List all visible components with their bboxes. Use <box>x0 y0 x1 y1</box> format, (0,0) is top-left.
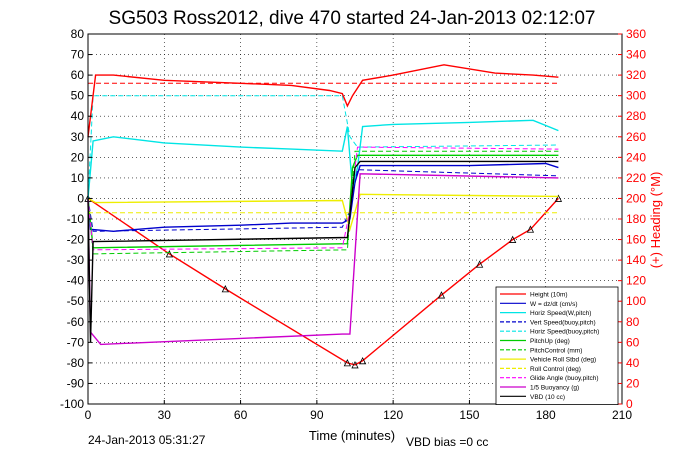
y-tick-label: -70 <box>67 335 85 349</box>
x-tick-label: 60 <box>234 408 248 422</box>
series-line-2 <box>87 119 559 199</box>
legend-entry: Vehicle Roll Stbd (deg) <box>530 357 596 364</box>
height-point-marker <box>475 260 484 268</box>
right-y-tick-label: 120 <box>626 274 646 288</box>
height-point-marker <box>165 250 174 258</box>
y-tick-label: -20 <box>67 233 85 247</box>
y-tick-label: -50 <box>67 294 85 308</box>
x-tick-label: 180 <box>536 408 556 422</box>
y-tick-label: -100 <box>60 397 84 411</box>
x-tick-label: 90 <box>310 408 324 422</box>
chart-title: SG503 Ross2012, dive 470 started 24-Jan-… <box>109 8 596 29</box>
right-y-tick-label: 340 <box>626 48 646 62</box>
legend-entry: Horiz Speed(W,pitch) <box>530 310 591 317</box>
height-point-marker <box>343 358 352 367</box>
series-line-1 <box>87 162 559 233</box>
right-y-tick-label: 100 <box>626 294 646 308</box>
legend-entry: Roll Control (deg) <box>530 366 581 373</box>
right-y-tick-label: 140 <box>626 253 646 267</box>
legend-entry: Height (10m) <box>530 292 568 299</box>
height-point-marker <box>437 291 446 299</box>
right-y-tick-label: 160 <box>626 233 646 247</box>
right-y-tick-label: 60 <box>626 335 640 349</box>
right-y-tick-label: 20 <box>626 376 640 390</box>
series-line-6 <box>87 150 559 255</box>
x-tick-label: 120 <box>383 408 403 422</box>
legend-entry: Glide Angle (buoy,pitch) <box>530 375 599 382</box>
legend-box <box>495 286 619 405</box>
height-point-marker <box>509 235 517 243</box>
legend-entry: PitchControl (mm) <box>530 347 582 354</box>
x-tick-label: 0 <box>85 408 92 422</box>
x-tick-label: 150 <box>459 408 479 422</box>
height-point-marker <box>526 225 535 233</box>
right-y-tick-label: 360 <box>626 27 646 41</box>
series-line-4 <box>87 95 559 199</box>
y-tick-label: -90 <box>67 376 85 390</box>
ticks: 0 30 60 90 120 150 180 210-100-90-80-70-60-50-4… <box>60 27 646 422</box>
y-tick-label: 70 <box>71 48 85 62</box>
series-line-3 <box>87 169 559 232</box>
y-tick-label: 50 <box>71 89 85 103</box>
footer-vbd-bias: VBD bias =0 cc <box>406 435 488 449</box>
y-tick-label: 40 <box>71 109 85 123</box>
y-tick-label: 60 <box>71 68 85 82</box>
x-tick-label: 210 <box>612 408 632 422</box>
right-y-tick-label: 200 <box>626 191 646 205</box>
x-axis-label: Time (minutes) <box>309 428 395 443</box>
y-tick-label: 0 <box>77 191 84 205</box>
right-axis-label: (+) Heading (°M) <box>648 172 663 269</box>
footer-timestamp: 24-Jan-2013 05:31:27 <box>88 433 206 447</box>
series-line-0 <box>87 197 559 366</box>
right-y-tick-label: 220 <box>626 171 646 185</box>
y-tick-label: 30 <box>71 130 85 144</box>
y-tick-label: -40 <box>67 274 85 288</box>
series-line-9 <box>87 146 559 251</box>
height-point-marker <box>221 284 229 293</box>
y-tick-label: -30 <box>67 253 85 267</box>
series-line-7 <box>87 193 559 232</box>
legend-entry: Vert Speed(buoy,pitch) <box>530 319 596 326</box>
y-tick-label: -60 <box>67 315 85 329</box>
y-tick-label: 80 <box>71 27 85 41</box>
legend-entry: Horiz Speed(buoy,pitch) <box>530 329 599 336</box>
right-y-tick-label: 320 <box>626 68 646 82</box>
right-y-tick-label: 80 <box>626 315 640 329</box>
right-y-tick-label: 0 <box>626 397 633 411</box>
right-y-tick-label: 240 <box>626 150 646 164</box>
y-tick-label: -80 <box>67 356 85 370</box>
right-y-tick-label: 300 <box>626 89 646 103</box>
legend-entry: VBD (10 cc) <box>530 394 565 401</box>
height-point-marker <box>351 361 359 369</box>
y-tick-label: 20 <box>71 150 85 164</box>
right-y-tick-label: 180 <box>626 212 646 226</box>
height-point-marker <box>358 356 367 365</box>
y-tick-label: 10 <box>71 171 85 185</box>
legend: Height (10m) W = dz/dt (cm/s) Horiz Speed(… <box>495 286 619 405</box>
x-tick-label: 30 <box>158 408 172 422</box>
height-point-marker <box>554 194 563 202</box>
series-line-12 <box>87 64 559 137</box>
y-tick-label: -10 <box>67 212 85 226</box>
right-y-tick-label: 280 <box>626 109 646 123</box>
legend-entry: 1/5 Buoyancy (g) <box>530 385 579 392</box>
right-y-tick-label: 40 <box>626 356 640 370</box>
legend-entry: W = dz/dt (cm/s) <box>530 301 578 308</box>
right-y-tick-label: 260 <box>626 130 646 144</box>
legend-entry: PitchUp (deg) <box>530 338 570 345</box>
